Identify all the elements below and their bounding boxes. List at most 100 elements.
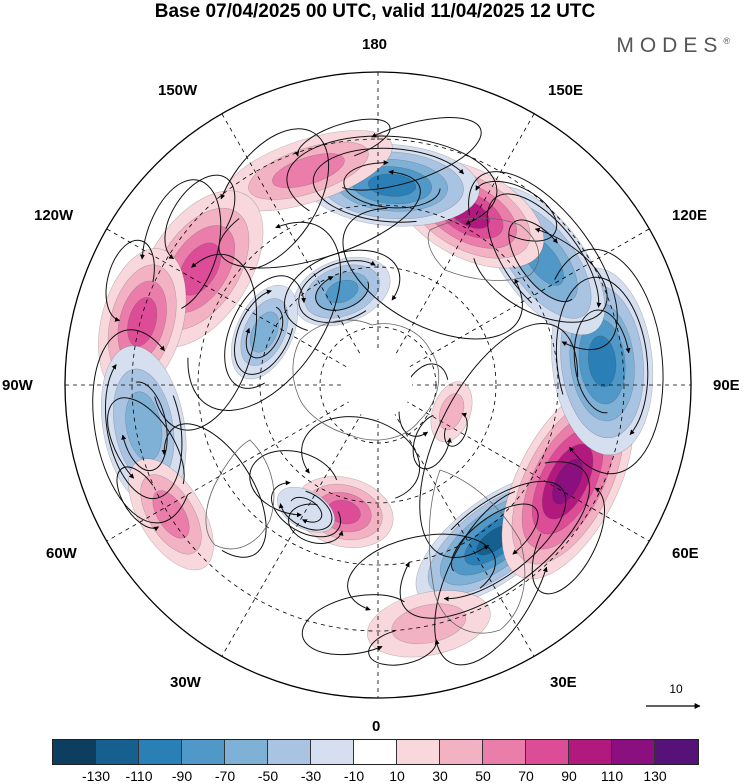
streamline [343,160,441,209]
colorbar-tick-label: 110 [600,768,624,784]
colorbar-tick-label: -70 [214,768,236,784]
streamline [342,117,482,191]
anomaly-contour [250,311,279,353]
modes-logo: MODES® [616,34,730,58]
streamline [249,450,338,518]
colorbar-tick-label: -50 [257,768,279,784]
colorbar-tick-label: 50 [475,768,491,784]
colorbar-tick-label: -90 [171,768,193,784]
streamline [298,260,376,323]
label-lon-0: 0 [372,718,381,735]
streamline [116,466,159,532]
colorbar-swatch [397,740,440,764]
streamline [475,180,558,242]
streamline [508,219,573,303]
colorbar-swatch [526,740,569,764]
colorbar-swatch [569,740,612,764]
streamline [161,423,267,558]
anomaly-contour [552,458,584,505]
streamline [342,207,523,340]
anomaly-layer [98,130,654,658]
label-lon-120w: 120W [34,207,74,224]
streamline [104,364,183,500]
streamline [347,533,496,611]
colorbar-swatch [96,740,139,764]
streamline [486,193,602,308]
anomaly-contour [127,297,158,347]
reference-vector-label: 10 [669,682,683,696]
streamline [444,412,468,447]
streamline [315,276,369,311]
streamline [473,227,608,323]
label-lon-90w: 90W [2,377,33,394]
registered-mark: ® [723,36,730,46]
streamline [531,487,606,595]
label-lon-60w: 60W [46,545,77,562]
label-lon-150w: 150W [158,82,198,99]
streamline [312,147,464,223]
map-title: Base 07/04/2025 00 UTC, valid 11/04/2025… [154,1,596,22]
colorbar-tick-label: -10 [343,768,365,784]
streamline [105,239,155,322]
colorbar-swatch [53,740,96,764]
streamline [554,248,664,475]
label-lon-30w: 30W [170,674,201,691]
map-boundary [64,71,692,699]
colorbar-swatch [440,740,483,764]
colorbar-tick-label: 90 [561,768,577,784]
streamline [399,461,590,619]
streamline [286,135,498,225]
colorbar-tick-label: -130 [81,768,111,784]
colorbar-swatch [612,740,655,764]
colorbar [52,739,699,765]
streamline [290,496,323,524]
colorbar-swatch [655,740,698,764]
colorbar-tick-label: 130 [643,768,667,784]
anomaly-contour [587,335,617,388]
streamline [139,179,222,309]
streamline-layer [92,117,664,666]
label-lon-60e: 60E [672,545,699,562]
colorbar-swatch [268,740,311,764]
streamline [220,128,330,271]
colorbar-tick-label: 10 [389,768,405,784]
streamline [234,289,294,375]
anomaly-contour [325,279,359,304]
label-lon-120e: 120E [672,207,708,224]
label-lon-180: 180 [362,36,388,53]
streamline [368,630,440,666]
label-lon-30e: 30E [550,674,577,691]
streamline [443,480,567,602]
streamline [288,503,344,544]
colorbar-tick-label: 30 [432,768,448,784]
brand-name: MODES [616,34,724,57]
colorbar-swatch [354,740,397,764]
colorbar-tick-label: -110 [125,768,153,784]
streamline [154,253,258,431]
streamline [412,414,452,470]
colorbar-swatch [182,740,225,764]
colorbar-tick-label: 70 [518,768,534,784]
streamline [301,416,421,499]
streamline [92,329,189,524]
anomaly-contour [272,153,345,189]
land-outline [205,217,539,634]
streamline [434,491,548,666]
streamline [294,118,391,157]
streamline [107,397,185,485]
streamline [271,480,341,538]
colorbar-swatch [139,740,182,764]
pole-blank [344,351,412,419]
streamline [468,171,618,351]
colorbar-tick-label: -30 [300,768,322,784]
streamline [450,503,539,572]
colorbar-swatch [483,740,526,764]
label-lon-90e: 90E [713,377,740,394]
streamline [187,221,341,411]
label-lon-150e: 150E [548,82,584,99]
streamline [301,594,405,656]
streamline [278,490,333,531]
colorbar-swatch [225,740,268,764]
colorbar-swatch [311,740,354,764]
